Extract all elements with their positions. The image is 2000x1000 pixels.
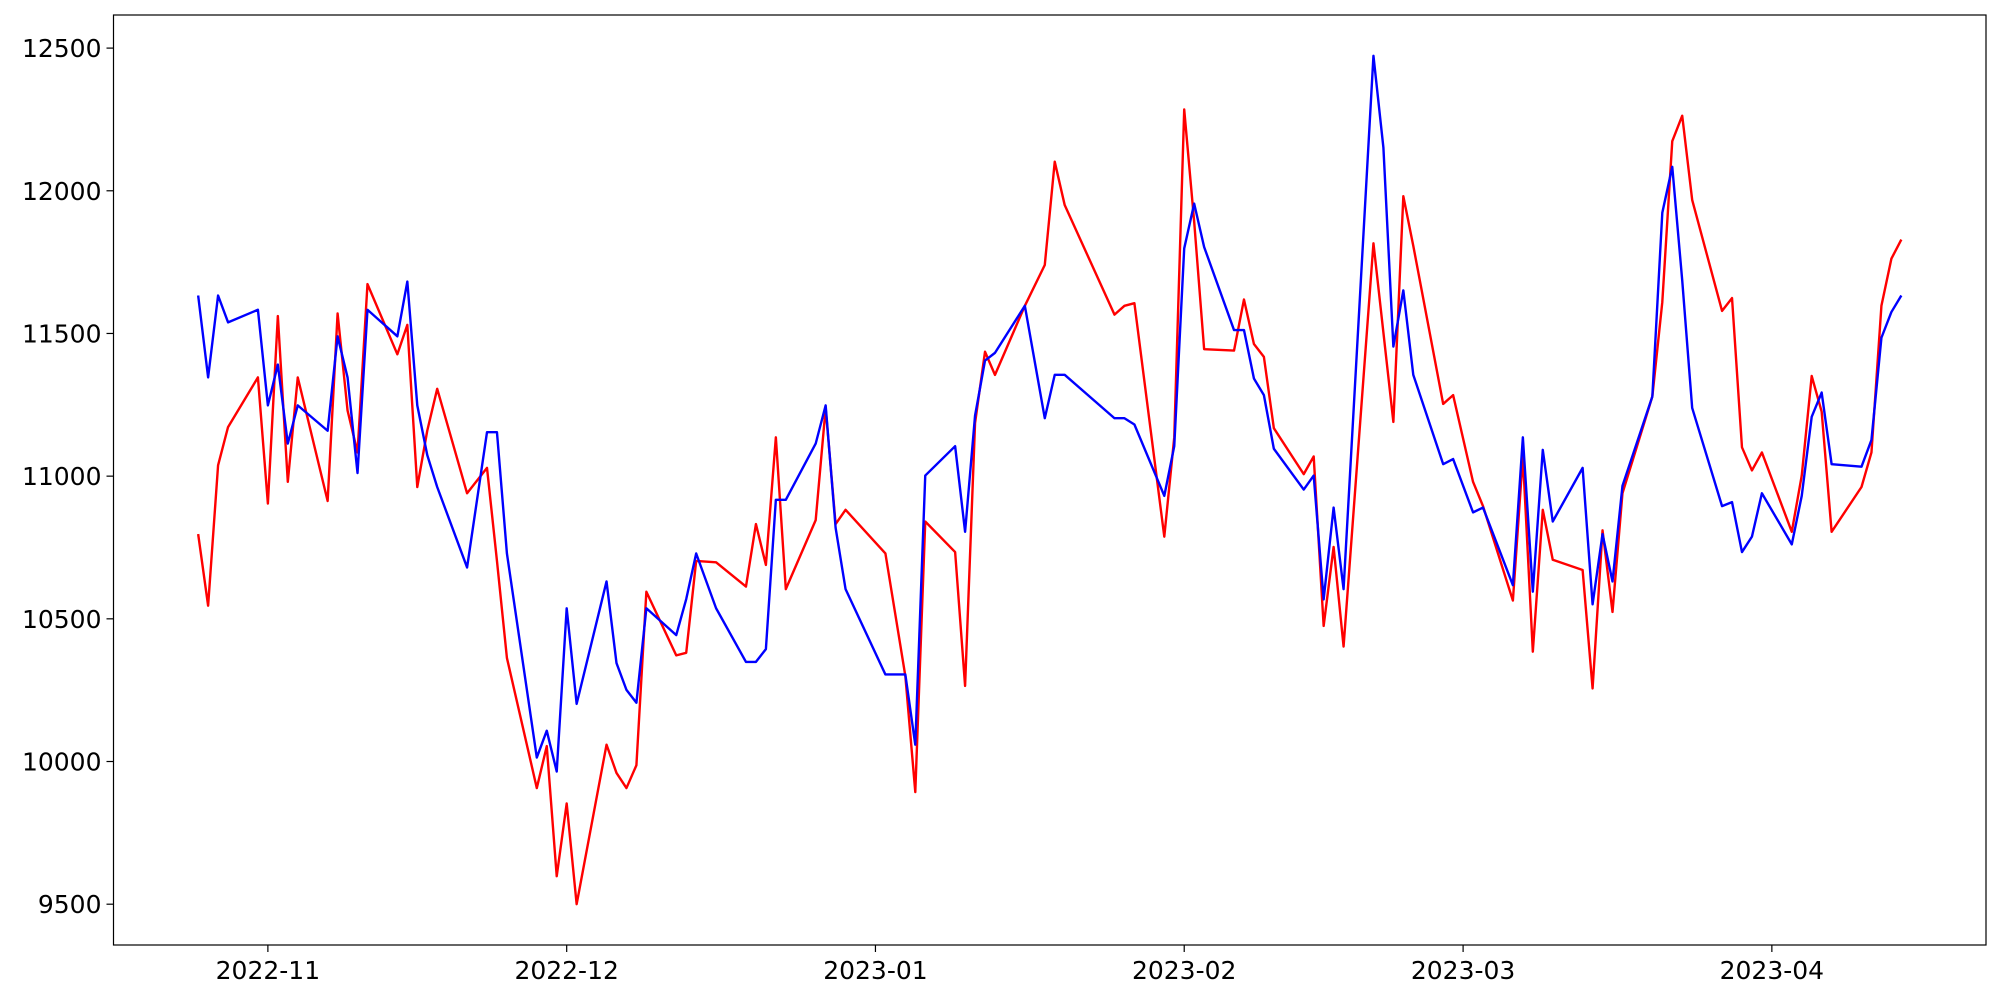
y-tick-label: 9500 <box>38 890 102 919</box>
x-tick-label: 2022-12 <box>514 956 618 985</box>
y-tick-label: 12000 <box>22 177 102 206</box>
y-tick-label: 10500 <box>22 605 102 634</box>
data-line <box>196 108 1903 906</box>
x-tick-label: 2023-03 <box>1411 956 1515 985</box>
x-tick-label: 2022-11 <box>216 956 320 985</box>
x-tick-label: 2023-02 <box>1132 956 1236 985</box>
x-tick-label: 2023-01 <box>823 956 927 985</box>
plot-frame <box>112 14 1987 946</box>
y-tick-label: 11000 <box>22 462 102 491</box>
y-tick-label: 11500 <box>22 319 102 348</box>
y-tick-label: 12500 <box>22 34 102 63</box>
x-tick-label: 2023-04 <box>1720 956 1824 985</box>
data-line <box>196 54 1903 773</box>
y-tick-label: 10000 <box>22 748 102 777</box>
